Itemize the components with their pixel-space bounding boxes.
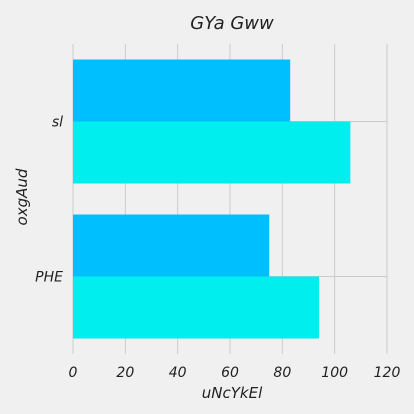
- tick-labels: 0 20 40 60 80 100 120 PHE sl: [35, 115, 400, 382]
- bar-sl-series-0: [73, 59, 291, 122]
- x-tick-label-4: 80: [273, 365, 291, 381]
- x-axis-label: uNcYkEl: [202, 384, 263, 402]
- bar-PHE-series-1: [73, 276, 319, 339]
- x-tick-label-3: 60: [221, 365, 239, 381]
- x-tick-label-1: 20: [116, 365, 134, 381]
- x-tick-label-0: 0: [69, 365, 78, 381]
- bars: [73, 59, 351, 339]
- bar-PHE-series-0: [73, 214, 270, 277]
- x-tick-label-5: 100: [321, 365, 348, 381]
- x-tick-label-2: 40: [169, 365, 187, 381]
- y-axis-label: oxgAud: [13, 168, 31, 225]
- chart-title: GYa Gww: [190, 13, 274, 34]
- y-tick-label-1: sl: [52, 115, 63, 131]
- y-tick-label-0: PHE: [35, 270, 63, 286]
- bar-sl-series-1: [73, 121, 351, 184]
- x-tick-label-6: 120: [374, 365, 401, 381]
